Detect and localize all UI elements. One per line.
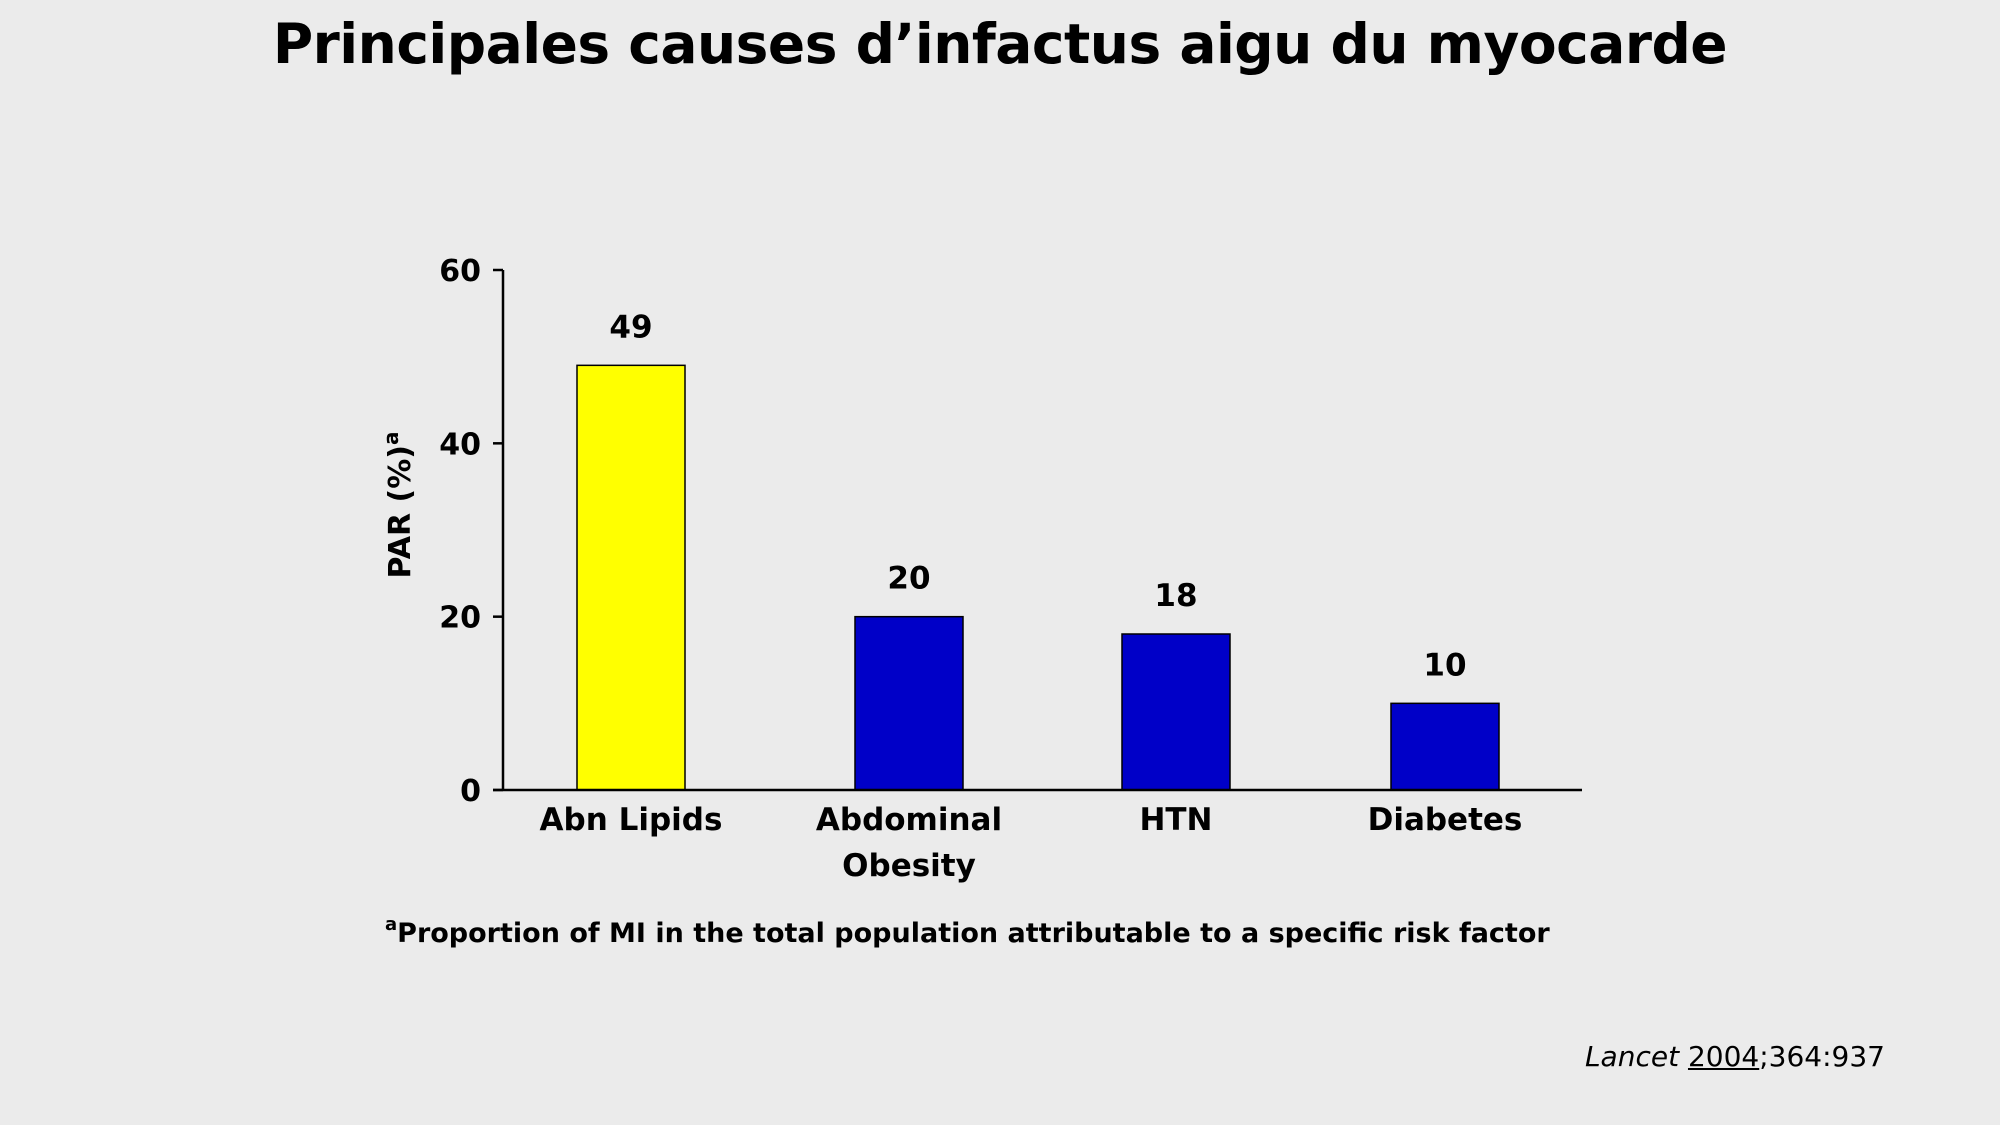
x-category-label: Abn Lipids <box>540 802 723 838</box>
x-category-label-line: Diabetes <box>1368 802 1523 838</box>
bar <box>1390 702 1500 791</box>
x-category-label: Abdominal Obesity <box>816 802 1002 884</box>
x-axis: Abn Lipids Abdominal Obesity HTN Diabetes <box>493 788 1582 884</box>
y-tick-label: 20 <box>439 601 481 636</box>
y-axis: 0 20 40 60 <box>439 254 505 809</box>
citation-year: 2004 <box>1687 1040 1760 1073</box>
bar-data-label: 49 <box>609 309 652 345</box>
x-category-label-line: HTN <box>1139 802 1212 838</box>
bars: 49 20 18 10 <box>576 309 1500 791</box>
x-category-label-line: Abn Lipids <box>540 802 723 838</box>
bar-data-label: 10 <box>1423 647 1466 683</box>
citation: Lancet 2004;364:937 <box>1585 1040 1885 1073</box>
citation-volume-pages: ;364:937 <box>1759 1040 1885 1073</box>
footnote-text: Proportion of MI in the total population… <box>397 918 1550 949</box>
x-category-label-line: Obesity <box>842 848 976 884</box>
footnote: aProportion of MI in the total populatio… <box>385 914 1550 949</box>
bar-data-label: 20 <box>887 561 930 597</box>
footnote-marker: a <box>385 914 398 935</box>
y-tick-label: 0 <box>460 774 481 809</box>
slide-title: Principales causes d’infactus aigu du my… <box>272 12 1728 76</box>
bar <box>1121 633 1231 791</box>
citation-journal: Lancet <box>1584 1040 1680 1073</box>
y-axis-label-superscript: a <box>379 432 403 446</box>
bar <box>576 364 686 791</box>
y-tick-label: 40 <box>439 427 481 462</box>
bar <box>854 615 964 791</box>
bar-data-label: 18 <box>1154 578 1197 614</box>
x-category-label: Diabetes <box>1368 802 1523 838</box>
y-axis-label: PAR (%)a <box>379 432 418 579</box>
y-axis-label-text: PAR (%) <box>383 445 418 578</box>
x-category-label-line: Abdominal <box>816 802 1002 838</box>
x-category-label: HTN <box>1139 802 1212 838</box>
y-tick-label: 60 <box>439 254 481 289</box>
